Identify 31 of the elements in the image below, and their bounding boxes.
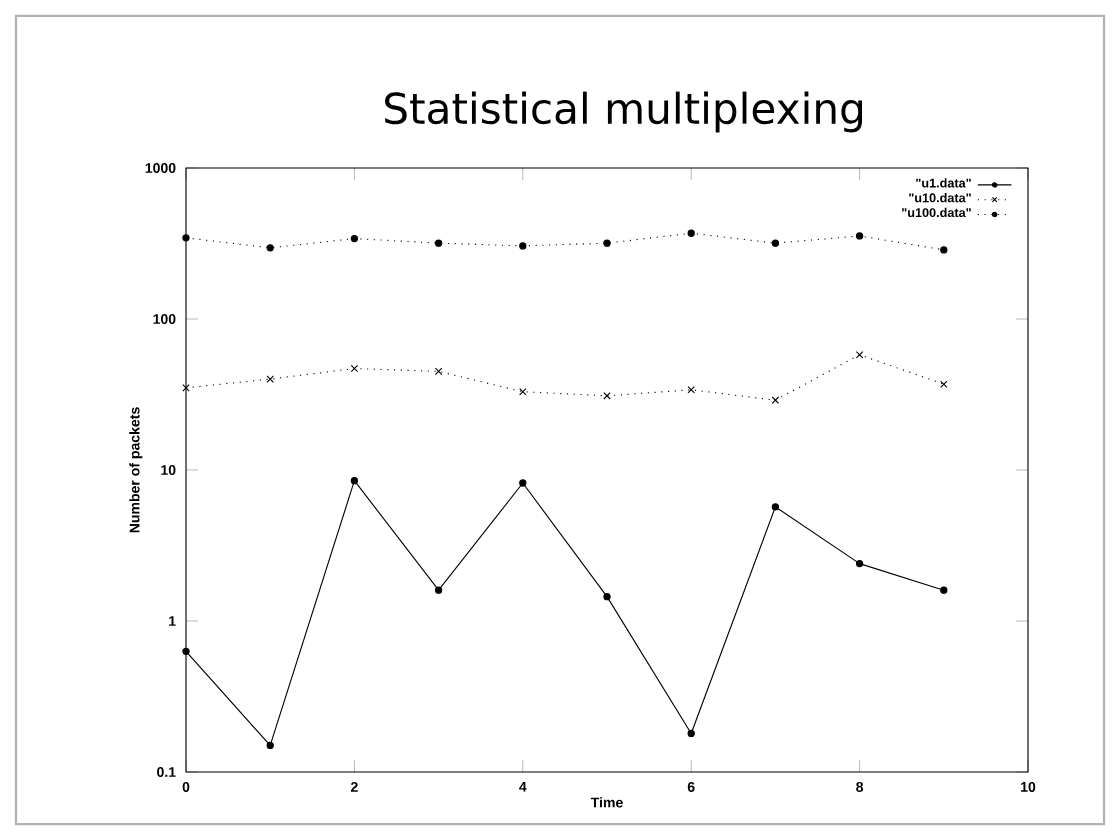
point	[855, 350, 864, 359]
point	[603, 592, 611, 601]
point	[434, 367, 443, 376]
point	[687, 386, 695, 394]
point	[603, 392, 611, 400]
point	[266, 244, 274, 252]
point	[266, 375, 274, 383]
point	[434, 586, 443, 594]
point	[771, 239, 780, 247]
point	[687, 729, 695, 738]
point	[182, 234, 190, 242]
point	[434, 239, 443, 247]
point	[855, 232, 864, 240]
point	[771, 503, 780, 511]
point	[940, 380, 948, 388]
point	[771, 396, 780, 404]
point	[350, 364, 359, 373]
point	[940, 586, 948, 594]
point	[350, 234, 359, 243]
point	[266, 741, 274, 750]
point	[350, 477, 359, 485]
point	[603, 239, 611, 247]
point	[519, 387, 527, 396]
point	[940, 246, 948, 254]
point	[687, 229, 695, 237]
point	[855, 559, 864, 568]
chart-title: Statistical multiplexing	[385, 91, 863, 133]
point	[519, 242, 527, 250]
point	[519, 479, 527, 487]
point	[182, 647, 190, 655]
point	[182, 384, 190, 392]
